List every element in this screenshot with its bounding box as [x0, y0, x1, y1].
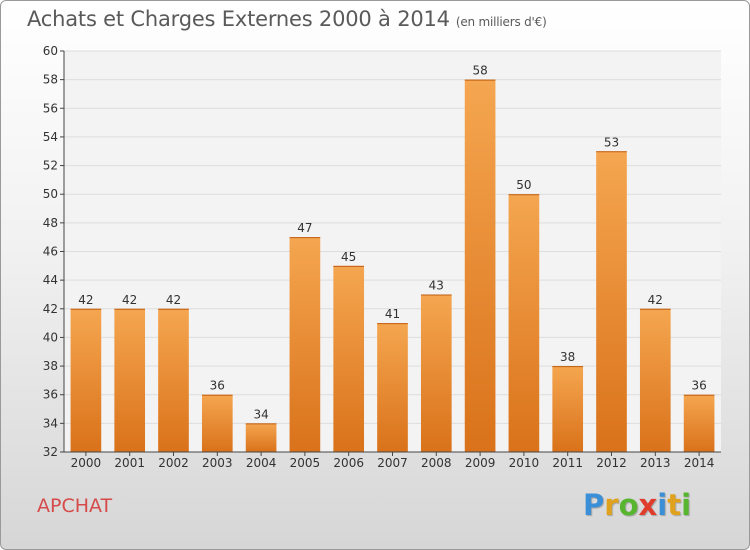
y-tick-label: 34: [43, 416, 58, 430]
bar: [464, 79, 496, 453]
y-tick-label: 40: [43, 330, 58, 344]
y-tick-label: 54: [43, 130, 58, 144]
logo-letter: P: [583, 488, 605, 522]
bar-value-label: 42: [78, 293, 93, 307]
bar-value-label: 34: [253, 407, 268, 421]
y-tick-label: 58: [43, 73, 58, 87]
bar-value-label: 38: [560, 350, 575, 364]
bar: [639, 308, 671, 452]
x-tick-label: 2003: [202, 456, 233, 470]
logo-letter: r: [604, 488, 619, 522]
bar: [683, 394, 715, 452]
bar: [114, 308, 146, 452]
x-tick-label: 2008: [421, 456, 452, 470]
y-tick-label: 36: [43, 388, 58, 402]
logo-letter: o: [618, 488, 639, 522]
bar-value-label: 43: [429, 278, 444, 292]
x-tick-label: 2007: [377, 456, 408, 470]
y-tick-label: 32: [43, 445, 58, 459]
bar: [420, 294, 452, 452]
bar: [333, 265, 365, 452]
y-tick-label: 42: [43, 302, 58, 316]
y-tick-label: 48: [43, 216, 58, 230]
x-tick-label: 2011: [552, 456, 583, 470]
y-tick-label: 50: [43, 187, 58, 201]
y-tick-label: 60: [43, 44, 58, 58]
x-tick-label: 2013: [640, 456, 671, 470]
y-tick-label: 52: [43, 159, 58, 173]
x-tick-label: 2001: [114, 456, 145, 470]
bar: [552, 366, 584, 452]
logo-letter: x: [638, 488, 658, 522]
bar: [158, 308, 189, 452]
chart-title: Achats et Charges Externes 2000 à 2014 (e…: [27, 7, 547, 31]
bar: [508, 194, 540, 452]
bar: [70, 308, 102, 452]
x-tick-label: 2000: [71, 456, 102, 470]
y-tick-label: 46: [43, 245, 58, 259]
logo-letter: i: [681, 488, 692, 522]
x-tick-label: 2004: [246, 456, 277, 470]
bar-value-label: 36: [210, 379, 225, 393]
bar-value-label: 58: [472, 64, 487, 78]
x-tick-label: 2012: [596, 456, 627, 470]
x-tick-label: 2009: [465, 456, 496, 470]
bar-value-label: 53: [604, 135, 619, 149]
bar: [245, 423, 277, 452]
chart-unit: (en milliers d'€): [455, 15, 547, 29]
y-tick-label: 38: [43, 359, 58, 373]
bar: [377, 323, 408, 452]
bar-value-label: 50: [516, 178, 531, 192]
proxiti-logo[interactable]: Proxiti: [583, 488, 691, 522]
bar-value-label: 42: [648, 293, 663, 307]
x-tick-label: 2002: [158, 456, 189, 470]
bar: [289, 237, 321, 452]
logo-letter: t: [667, 488, 682, 522]
y-tick-label: 44: [43, 273, 58, 287]
x-tick-label: 2014: [684, 456, 715, 470]
chart-title-text: Achats et Charges Externes 2000 à 2014: [27, 7, 450, 31]
bar: [596, 151, 627, 452]
bar-value-label: 47: [297, 221, 312, 235]
bar-value-label: 45: [341, 250, 356, 264]
logo-letter: i: [657, 488, 668, 522]
x-tick-label: 2005: [290, 456, 321, 470]
bar-value-label: 36: [691, 379, 706, 393]
bar: [201, 394, 233, 452]
y-tick-label: 56: [43, 101, 58, 115]
x-tick-label: 2006: [333, 456, 364, 470]
x-tick-label: 2010: [509, 456, 540, 470]
bar-value-label: 42: [166, 293, 181, 307]
bar-value-label: 41: [385, 307, 400, 321]
bar-value-label: 42: [122, 293, 137, 307]
commune-name: APCHAT: [37, 495, 113, 517]
